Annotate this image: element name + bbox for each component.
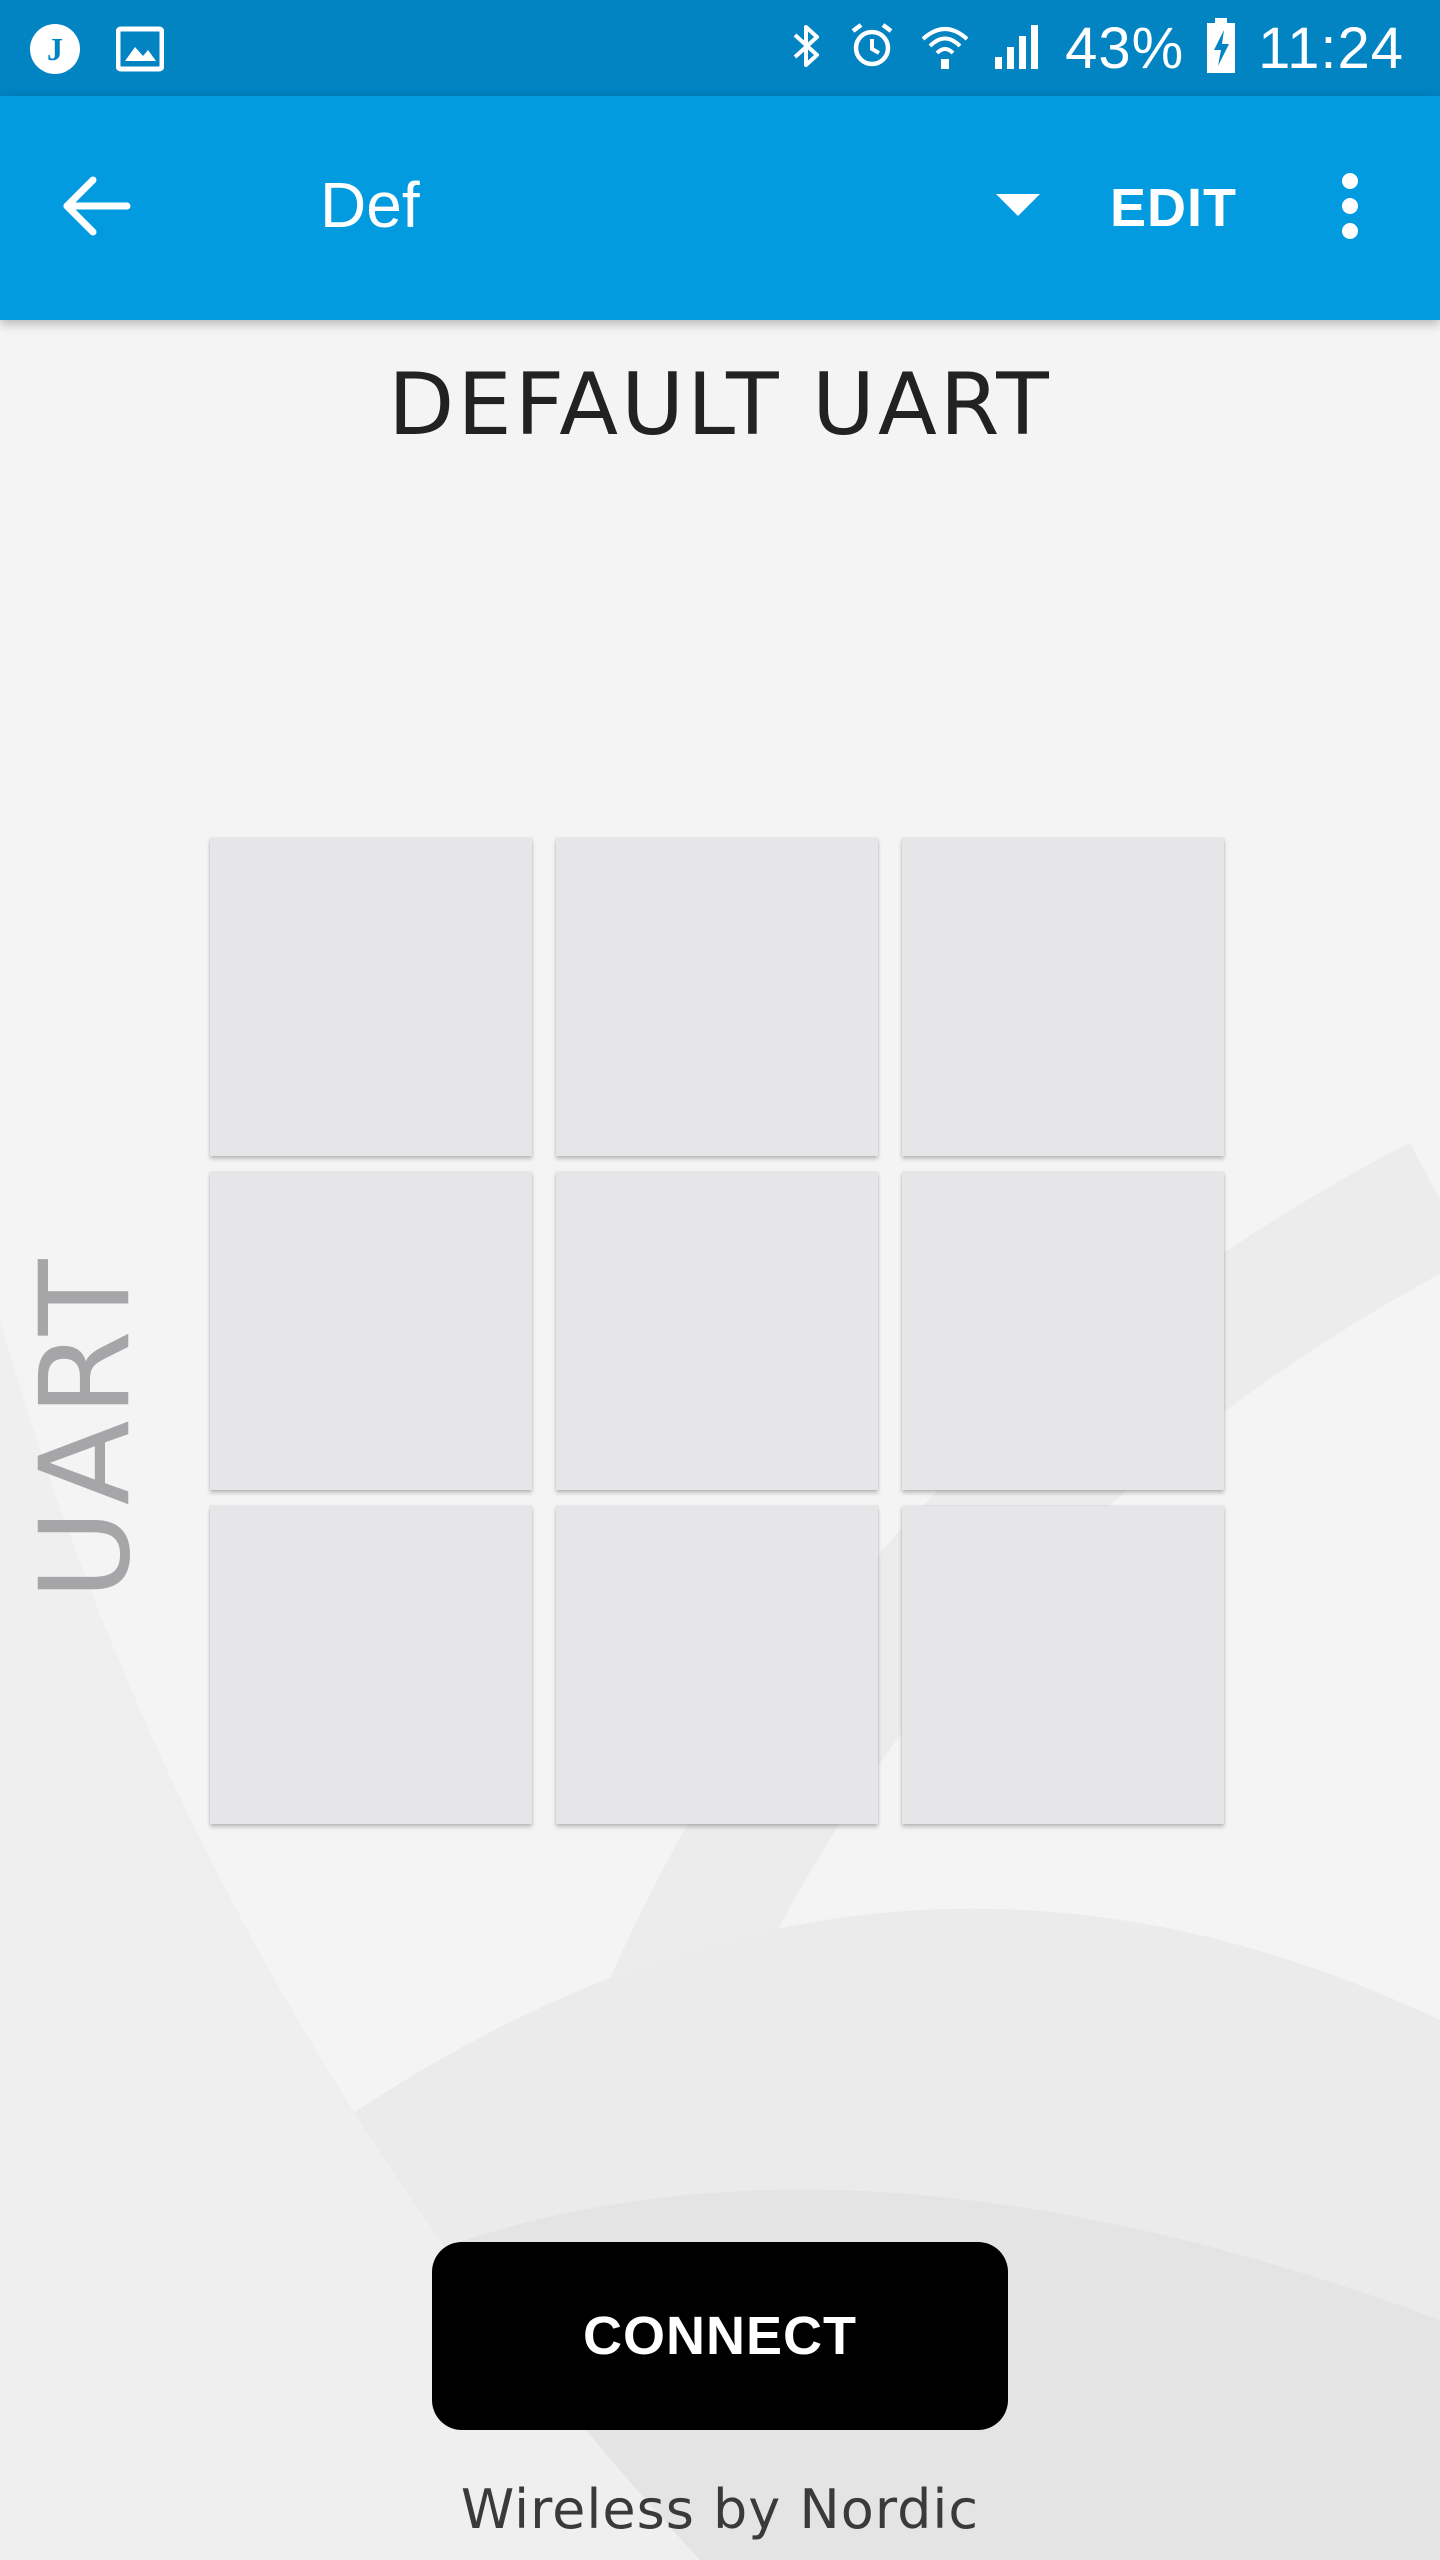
app-bar: Def EDIT — [0, 96, 1440, 320]
profile-name: Def — [320, 169, 420, 241]
cell-signal-icon — [993, 21, 1043, 76]
grid-button-3[interactable] — [902, 838, 1224, 1156]
arrow-back-icon — [61, 171, 131, 246]
page-title: DEFAULT UART — [388, 355, 1052, 455]
alarm-icon — [847, 21, 897, 76]
svg-text:J: J — [47, 31, 63, 67]
grid-button-6[interactable] — [902, 1172, 1224, 1490]
back-button[interactable] — [50, 162, 142, 254]
footer-branding: Wireless by Nordic — [460, 2478, 980, 2541]
bluetooth-icon — [789, 21, 825, 76]
grid-button-9[interactable] — [902, 1506, 1224, 1824]
battery-percent: 43% — [1065, 15, 1185, 81]
grid-button-2[interactable] — [556, 838, 878, 1156]
wifi-icon — [919, 21, 971, 76]
side-label: UART — [14, 1255, 158, 1600]
notification-icons: J — [28, 22, 165, 81]
grid-button-4[interactable] — [210, 1172, 532, 1490]
more-vert-icon — [1340, 171, 1360, 246]
grid-button-8[interactable] — [556, 1506, 878, 1824]
overflow-menu-button[interactable] — [1320, 162, 1380, 254]
uart-button-grid — [210, 838, 1228, 1830]
dropdown-arrow-icon — [996, 194, 1040, 223]
connect-button[interactable]: CONNECT — [432, 2242, 1008, 2430]
clock: 11:24 — [1258, 15, 1404, 81]
profile-dropdown[interactable]: Def — [300, 148, 1040, 268]
app-notification-icon: J — [28, 22, 82, 81]
grid-button-1[interactable] — [210, 838, 532, 1156]
system-indicators: 43% 11:24 — [789, 0, 1404, 96]
image-notification-icon — [115, 25, 165, 78]
grid-button-7[interactable] — [210, 1506, 532, 1824]
grid-button-5[interactable] — [556, 1172, 878, 1490]
battery-charging-icon — [1206, 17, 1236, 79]
status-bar: J — [0, 0, 1440, 96]
edit-button[interactable]: EDIT — [1110, 178, 1238, 238]
